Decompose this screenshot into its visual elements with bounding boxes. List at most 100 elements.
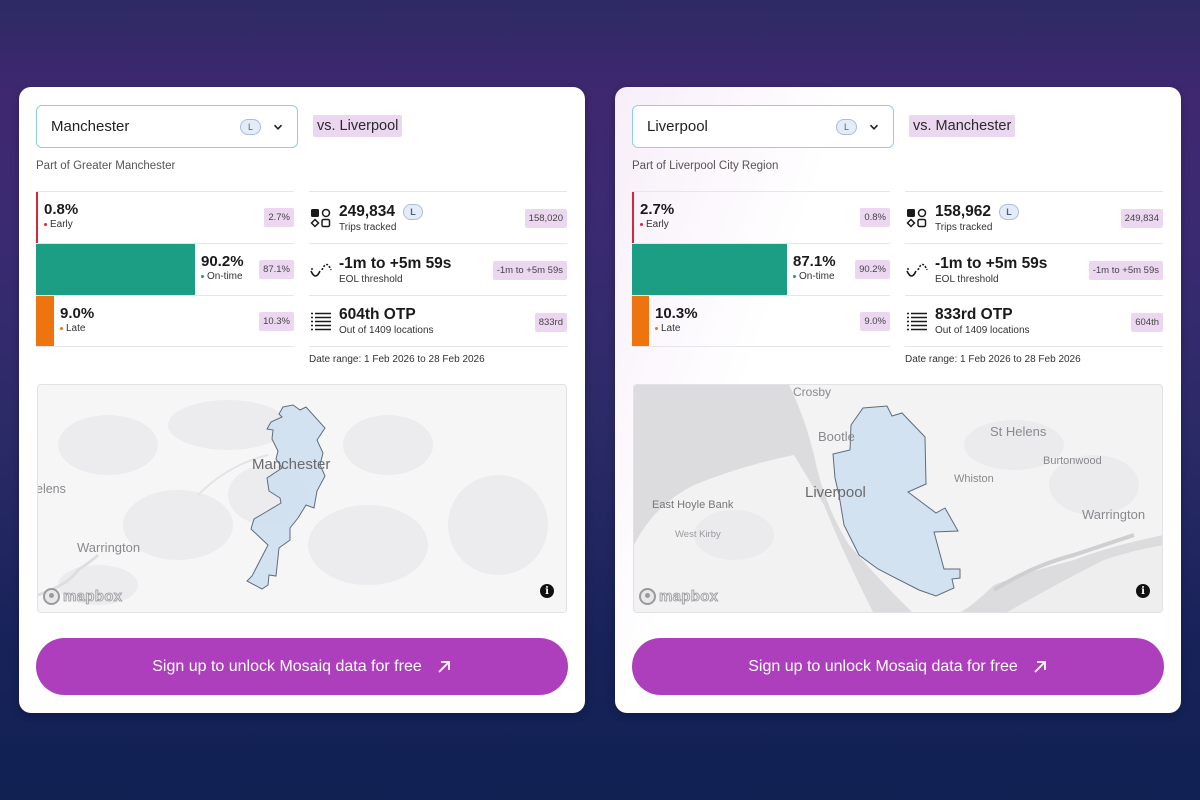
mapbox-icon [43,588,60,605]
on-time-compare-tag: 87.1% [259,260,294,279]
location-name: Liverpool [647,118,708,135]
trips-badge: L [403,203,424,220]
stat-rank: 604th OTP Out of 1409 locations 833rd [309,295,567,347]
late-value: 9.0% [60,305,95,322]
signup-button-label: Sign up to unlock Mosaiq data for free [152,657,422,675]
early-label: Early [646,219,669,230]
late-dot-icon [60,327,63,330]
on-time-bar [36,244,195,295]
location-selector[interactable]: Liverpool L [632,105,894,148]
info-icon[interactable]: i [540,584,554,598]
stats-list: 158,962 L Trips tracked 249,834 -1m to +5… [905,191,1163,347]
location-type-badge: L [240,118,261,135]
map-label-whiston: Whiston [954,473,994,485]
trips-badge: L [999,203,1020,220]
rank-value: 833rd OTP [935,306,1013,323]
mapbox-logo[interactable]: mapbox [43,588,122,605]
region-label: Part of Liverpool City Region [632,160,779,172]
early-value: 0.8% [44,201,79,218]
list-icon [907,312,927,331]
on-time-label: On-time [207,271,243,282]
otp-row-early: 2.7% Early 0.8% [632,191,890,243]
on-time-dot-icon [793,275,796,278]
map-view[interactable]: Manchester elens Warrington mapbox i [37,384,567,613]
region-label: Part of Greater Manchester [36,160,176,172]
map-label-st-helens: St Helens [990,424,1047,439]
arrow-up-right-icon [438,660,450,673]
rank-label: Out of 1409 locations [339,325,434,336]
otp-row-late: 10.3% Late 9.0% [632,295,890,347]
map-base [634,385,1162,612]
map-label-liverpool: Liverpool [805,484,866,501]
early-compare-tag: 0.8% [860,208,890,227]
map-view[interactable]: Crosby Bootle St Helens Burtonwood Whist… [633,384,1163,613]
early-compare-tag: 2.7% [264,208,294,227]
eol-value: -1m to +5m 59s [935,254,1048,272]
map-label-burtonwood: Burtonwood [1043,455,1102,467]
on-time-label: On-time [799,271,835,282]
wave-icon [906,263,928,277]
rank-compare-tag: 833rd [534,313,567,332]
stat-eol: -1m to +5m 59s EOL threshold -1m to +5m … [905,243,1163,295]
location-selector[interactable]: Manchester L [36,105,298,148]
shapes-icon [906,208,927,228]
trips-label: Trips tracked [935,221,993,233]
early-bar [36,192,38,243]
early-label: Early [50,219,73,230]
eol-label: EOL threshold [339,273,403,285]
on-time-compare-tag: 90.2% [855,260,890,279]
trips-value: 158,962 [935,202,992,220]
map-base [38,385,566,612]
late-bar [632,296,649,346]
eol-compare-tag: -1m to +5m 59s [1088,261,1163,280]
on-time-value: 87.1% [793,253,836,270]
otp-row-late: 9.0% Late 10.3% [36,295,294,347]
stat-eol: -1m to +5m 59s EOL threshold -1m to +5m … [309,243,567,295]
location-type-badge: L [836,118,857,135]
rank-label: Out of 1409 locations [935,325,1030,336]
otp-row-on-time: 90.2% On-time 87.1% [36,243,294,295]
map-label-west-kirby: West Kirby [675,529,721,540]
stat-rank: 833rd OTP Out of 1409 locations 604th [905,295,1163,347]
on-time-value: 90.2% [201,253,244,270]
mapbox-icon [639,588,656,605]
late-label: Late [661,323,681,334]
date-range: Date range: 1 Feb 2026 to 28 Feb 2026 [905,354,1081,365]
map-label-warrington: Warrington [1082,507,1146,522]
otp-row-on-time: 87.1% On-time 90.2% [632,243,890,295]
info-icon[interactable]: i [1136,584,1150,598]
late-value: 10.3% [655,305,698,322]
early-bar [632,192,634,243]
late-bar [36,296,54,346]
on-time-dot-icon [201,275,204,278]
late-compare-tag: 9.0% [860,312,890,331]
stat-trips: 158,962 L Trips tracked 249,834 [905,191,1163,243]
map-label-bootle: Bootle [818,429,855,444]
eol-value: -1m to +5m 59s [339,254,452,272]
rank-compare-tag: 604th [1131,313,1163,332]
shapes-icon [310,208,331,228]
otp-breakdown: 0.8% Early 2.7% 90.2% On-time 87.1% 9.0%… [36,191,294,347]
map-label-warrington: Warrington [77,540,141,555]
signup-button[interactable]: Sign up to unlock Mosaiq data for free [36,638,568,695]
compare-tag: vs. Liverpool [313,115,403,137]
liverpool-boundary [832,405,961,597]
eol-label: EOL threshold [935,273,999,285]
signup-button[interactable]: Sign up to unlock Mosaiq data for free [632,638,1164,695]
chevron-down-icon [869,124,879,130]
late-compare-tag: 10.3% [259,312,294,331]
mapbox-logo[interactable]: mapbox [639,588,718,605]
map-label-east-hoyle-bank: East Hoyle Bank [652,499,734,511]
compare-tag: vs. Manchester [909,115,1016,137]
manchester-card: Manchester L vs. Liverpool Part of Great… [19,87,585,713]
trips-value: 249,834 [339,202,396,220]
trips-label: Trips tracked [339,221,397,233]
trips-compare-tag: 249,834 [1120,209,1163,228]
early-dot-icon [640,223,643,226]
trips-compare-tag: 158,020 [524,209,567,228]
location-name: Manchester [51,118,130,135]
map-label-crosby: Crosby [793,385,832,399]
early-dot-icon [44,223,47,226]
chevron-down-icon [273,124,283,130]
stats-list: 249,834 L Trips tracked 158,020 -1m to +5… [309,191,567,347]
